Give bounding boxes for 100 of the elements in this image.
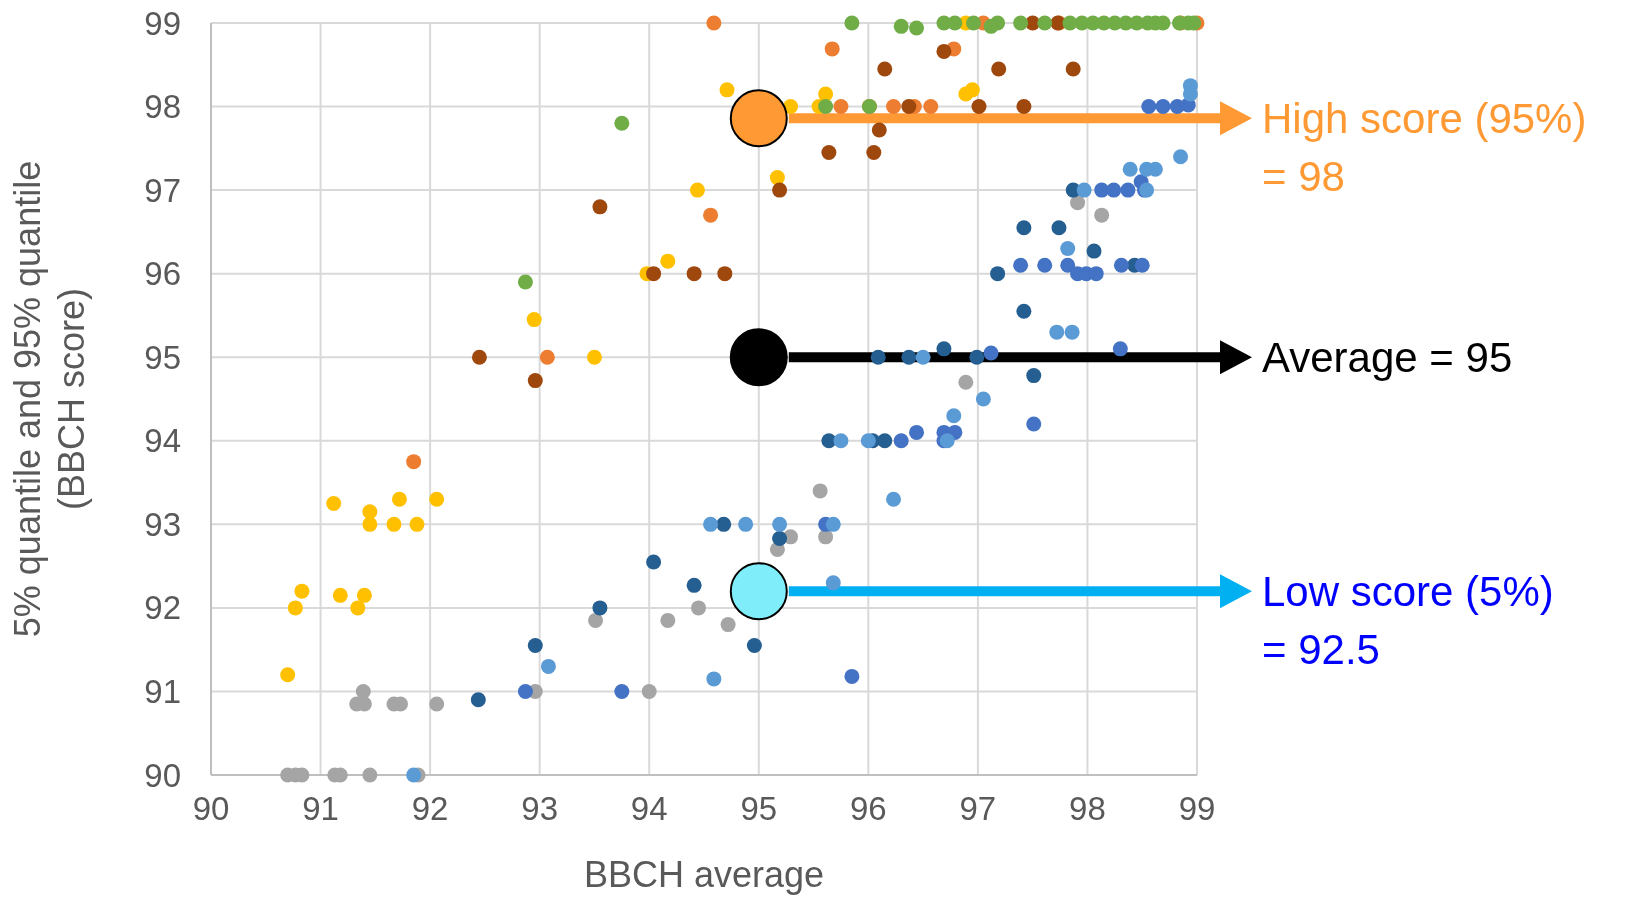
point [833,99,849,115]
point [527,373,543,389]
point [429,491,445,507]
point [646,554,662,570]
point [746,637,762,653]
point [1113,257,1129,273]
point [1086,243,1102,259]
point [1013,15,1029,31]
point [871,122,887,138]
point [586,349,602,365]
point [362,504,378,520]
point [540,658,556,674]
point [947,15,963,31]
point [901,99,917,115]
point [1076,182,1092,198]
point [909,20,925,36]
point [1173,149,1189,165]
point [1026,368,1042,384]
point [614,115,630,131]
point [539,349,555,365]
y-axis-title: 5% quantile and 95% quantile (BBCH score) [7,160,92,638]
point [1060,241,1076,257]
point [356,587,372,603]
point [720,617,736,633]
point [350,600,366,616]
point [824,41,840,57]
x-tick-label: 96 [849,790,887,827]
point [886,491,902,507]
point [1049,324,1065,340]
x-tick-label: 95 [740,790,778,827]
point [406,767,422,783]
y-tick-label: 95 [144,338,181,376]
point [1037,257,1053,273]
point [706,15,722,31]
point [660,612,676,628]
point [1112,341,1128,357]
point [527,637,543,653]
y-tick-label: 94 [144,422,181,460]
point [703,516,719,532]
x-tick-label: 98 [1069,790,1106,827]
y-tick-label: 96 [144,255,181,293]
point [1094,207,1110,223]
x-tick-label: 99 [1178,790,1216,827]
point [1016,303,1032,319]
point [1106,182,1122,198]
point [660,253,676,269]
point [769,170,785,186]
point [588,612,604,628]
point [689,182,705,198]
point [1155,99,1171,115]
point [641,683,657,699]
point [326,495,342,511]
y-tick-label: 91 [144,672,181,710]
point [1016,220,1032,236]
point [526,312,542,328]
point [1051,220,1067,236]
point [386,516,402,532]
point [470,692,486,708]
x-tick-label: 90 [192,790,230,827]
point [812,483,828,499]
point [893,18,909,34]
point [1141,99,1157,115]
point [294,583,310,599]
point [990,15,1006,31]
point [964,82,980,98]
point [893,433,909,449]
text: High score (95%) = 98 [1262,94,1587,200]
point [901,349,917,365]
point [592,199,608,215]
point [280,667,296,683]
point [1013,257,1029,273]
point [409,516,425,532]
point [719,82,735,98]
x-tick-label: 94 [630,790,668,827]
point [362,516,378,532]
x-tick-label: 93 [521,790,559,827]
point [592,600,608,616]
point [983,345,999,361]
point [958,374,974,390]
point [886,99,902,115]
point [406,454,422,470]
point [825,575,841,591]
y-tick-label: 99 [144,4,181,42]
point [772,516,788,532]
point [1120,182,1136,198]
point [1070,195,1086,211]
y-tick-label: 97 [144,171,181,209]
point [471,349,487,365]
point [877,433,893,449]
y-tick-label: 92 [144,589,181,627]
point [355,683,371,699]
point [818,529,834,545]
point [969,349,985,365]
point [517,274,533,290]
y-tick-label: 90 [144,756,181,794]
x-tick-label: 97 [959,790,997,827]
point [287,600,303,616]
point [990,266,1006,282]
point [391,491,407,507]
point [1026,416,1042,432]
